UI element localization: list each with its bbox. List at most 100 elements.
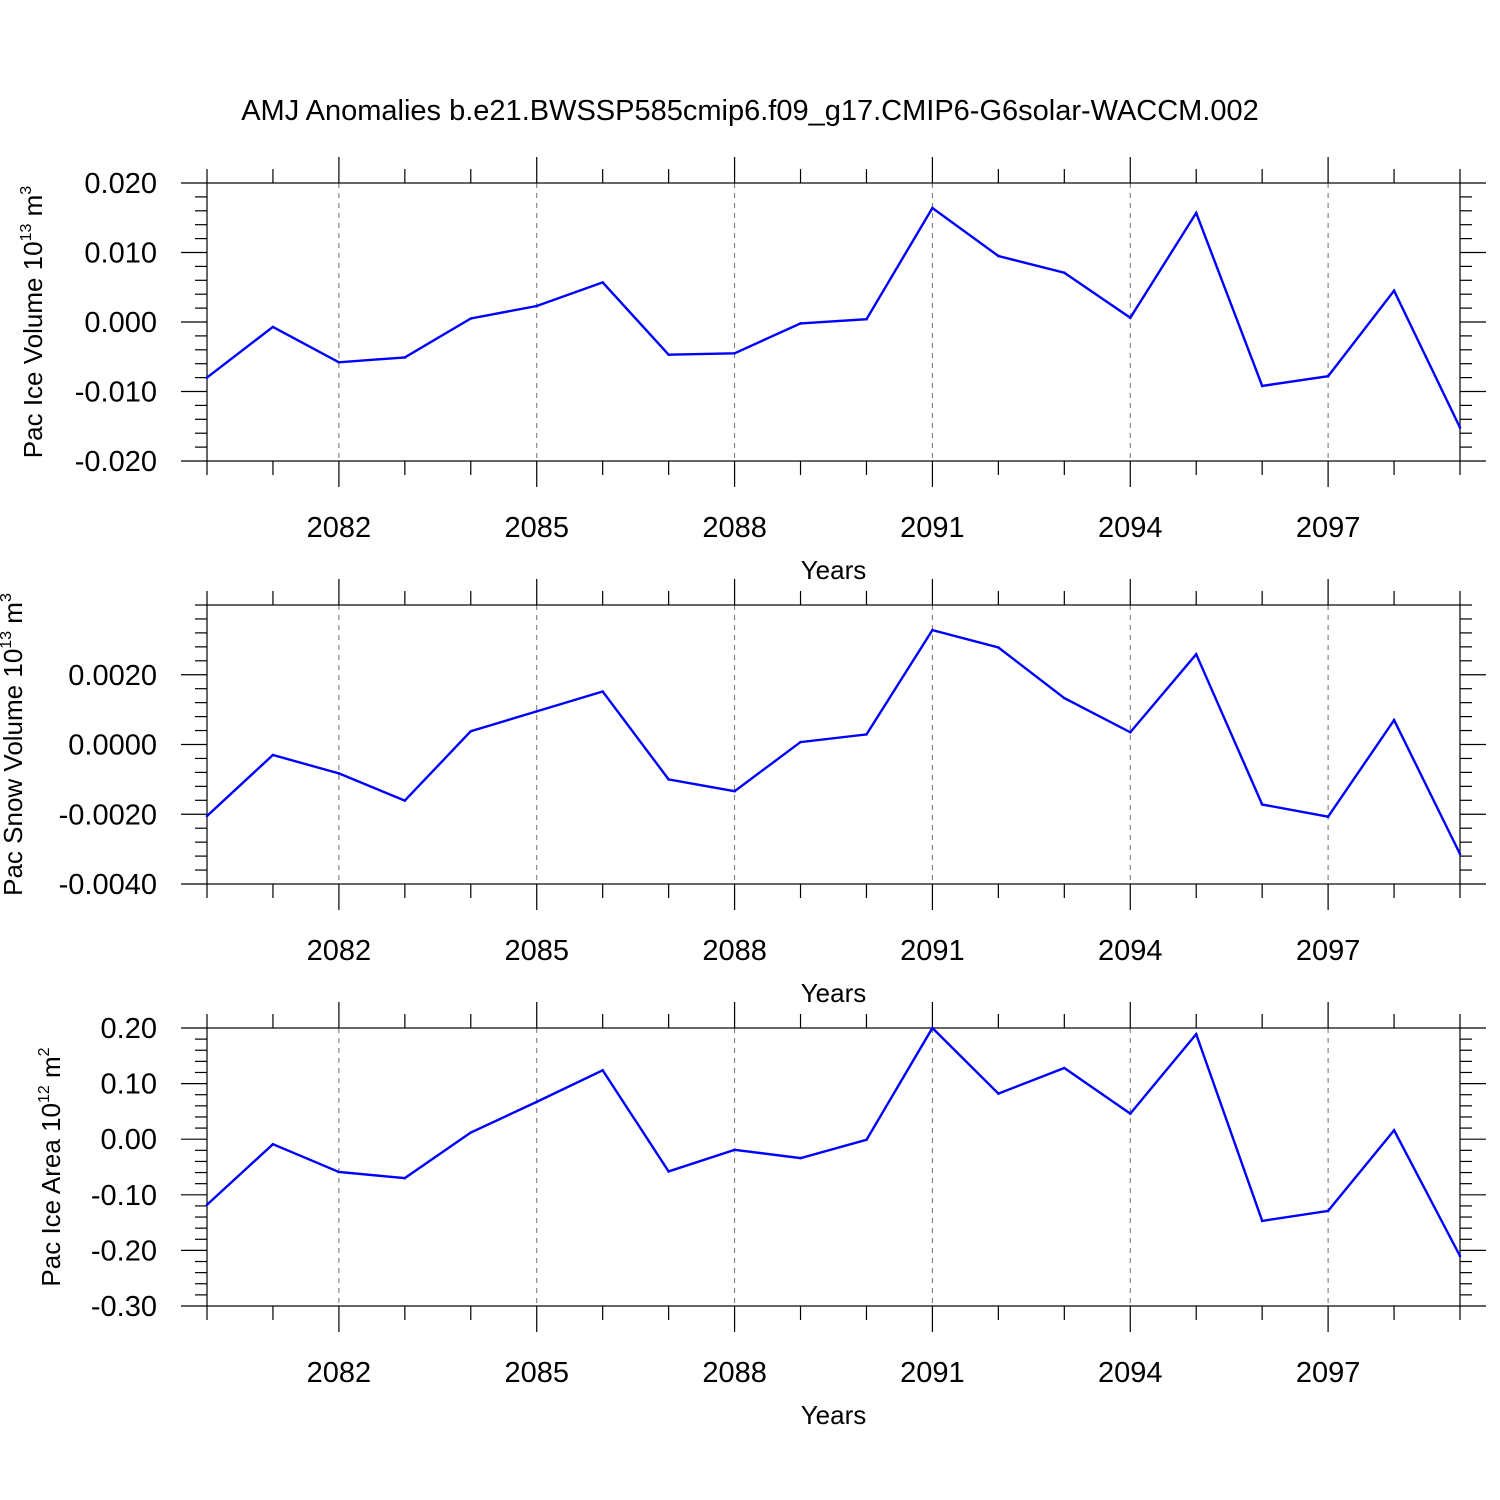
data-point <box>733 789 736 793</box>
data-point <box>1392 718 1396 722</box>
series-line <box>206 206 1462 429</box>
x-tick-label: 2094 <box>1098 512 1163 544</box>
x-tick-label: 2085 <box>504 935 569 967</box>
x-axis-label: Years <box>801 1400 867 1430</box>
data-point <box>865 1138 868 1142</box>
y-tick-label: -0.10 <box>91 1180 157 1212</box>
series-line <box>206 628 1462 855</box>
data-point <box>205 1203 209 1207</box>
data-point <box>667 778 670 781</box>
data-point <box>733 1148 736 1152</box>
x-tick-label: 2097 <box>1296 935 1361 967</box>
data-point <box>271 1142 275 1146</box>
data-point <box>601 281 604 284</box>
data-point <box>271 753 275 757</box>
data-point <box>1260 384 1264 388</box>
data-point <box>205 814 209 818</box>
y-axis-label-exponent: 13 <box>0 631 15 649</box>
data-point <box>469 317 473 320</box>
data-point <box>667 1170 670 1173</box>
data-point <box>865 317 868 321</box>
y-tick-label: 0.0020 <box>68 660 157 692</box>
y-axis-label-unit: m <box>18 195 48 224</box>
y-tick-label: 0.000 <box>84 307 157 339</box>
data-point <box>1128 730 1132 734</box>
data-point <box>1392 1129 1396 1132</box>
y-axis-label-text: Pac Ice Area 10 <box>36 1103 66 1287</box>
panels: -0.020 -0.010 0.000 0.010 0.020 2082 2085 2088 2… <box>0 157 1486 1430</box>
x-tick-label: 2094 <box>1098 935 1163 967</box>
y-axis-label-unit-exponent: 3 <box>0 593 15 602</box>
y-tick-label: -0.20 <box>91 1235 157 1267</box>
x-tick-label: 2088 <box>702 512 767 544</box>
y-axis-label: Pac Snow Volume 1013 m3 <box>0 593 28 896</box>
y-tick-label: 0.020 <box>84 168 157 200</box>
y-axis-label-exponent: 13 <box>18 223 35 241</box>
x-tick-label: 2088 <box>702 935 767 967</box>
panel-2: -0.0040 -0.0020 0.0000 0.0020 2082 2085 2088 20… <box>0 579 1486 1008</box>
y-tick-label: 0.10 <box>101 1069 157 1101</box>
x-tick-label: 2085 <box>504 512 569 544</box>
data-point <box>997 1092 1000 1095</box>
data-point <box>1458 852 1462 856</box>
x-tick-label: 2091 <box>900 935 965 967</box>
y-tick-label: 0.20 <box>101 1013 157 1045</box>
data-point <box>1458 426 1462 429</box>
y-tick-label: -0.020 <box>75 446 157 478</box>
y-axis-label-text: Pac Ice Volume 10 <box>18 241 48 458</box>
y-axis-label: Pac Ice Volume 1013 m3 <box>18 186 48 459</box>
data-point <box>1260 1219 1264 1223</box>
data-point <box>865 733 868 736</box>
x-tick-label: 2082 <box>307 1357 372 1389</box>
y-tick-label: 0.00 <box>101 1124 157 1156</box>
y-axis-label-unit: m <box>0 602 28 631</box>
data-point <box>799 322 802 325</box>
x-tick-label: 2094 <box>1098 1357 1163 1389</box>
x-tick-label: 2082 <box>307 935 372 967</box>
data-point <box>1326 815 1330 818</box>
data-point <box>601 690 604 693</box>
y-tick-label: 0.010 <box>84 238 157 270</box>
data-point <box>1194 652 1198 656</box>
data-point <box>997 254 1000 258</box>
y-axis-label-unit: m <box>36 1056 66 1085</box>
data-point <box>1194 1032 1198 1036</box>
data-point <box>1063 1066 1066 1070</box>
x-tick-label: 2088 <box>702 1357 767 1389</box>
data-point <box>1063 271 1066 274</box>
y-tick-label: 0.0000 <box>68 730 157 762</box>
data-point <box>667 353 670 356</box>
x-tick-label: 2085 <box>504 1357 569 1389</box>
data-point <box>1458 1254 1462 1258</box>
x-tick-label: 2082 <box>307 512 372 544</box>
data-point <box>337 772 341 775</box>
data-point <box>1392 289 1396 293</box>
y-axis-label-unit-exponent: 2 <box>36 1047 53 1056</box>
data-point <box>337 361 341 364</box>
data-point <box>931 628 934 632</box>
data-point <box>271 325 275 329</box>
x-tick-label: 2091 <box>900 1357 965 1389</box>
x-axis-label: Years <box>801 978 867 1008</box>
data-point <box>337 1170 341 1174</box>
data-point <box>403 799 407 802</box>
panel-3: -0.30 -0.20 -0.10 0.00 0.10 0.20 2082 2085 2088 2… <box>36 1002 1486 1430</box>
data-point <box>1326 374 1330 378</box>
data-point <box>1128 1112 1132 1115</box>
series-line <box>206 1026 1462 1257</box>
data-point <box>205 376 209 379</box>
y-tick-label: -0.010 <box>75 377 157 409</box>
y-tick-label: -0.0020 <box>59 799 157 831</box>
y-axis-label: Pac Ice Area 1012 m2 <box>36 1047 66 1286</box>
data-point <box>403 1176 407 1180</box>
y-axis-label-exponent: 12 <box>36 1085 53 1103</box>
plot-frame <box>206 182 1461 462</box>
data-point <box>931 206 934 210</box>
data-point <box>535 1100 539 1104</box>
y-tick-label: -0.30 <box>91 1291 157 1323</box>
plot-frame <box>206 604 1461 885</box>
x-tick-label: 2097 <box>1296 1357 1361 1389</box>
plot-frame <box>206 1027 1461 1307</box>
panel-1: -0.020 -0.010 0.000 0.010 0.020 2082 2085 2088 2… <box>18 157 1486 585</box>
